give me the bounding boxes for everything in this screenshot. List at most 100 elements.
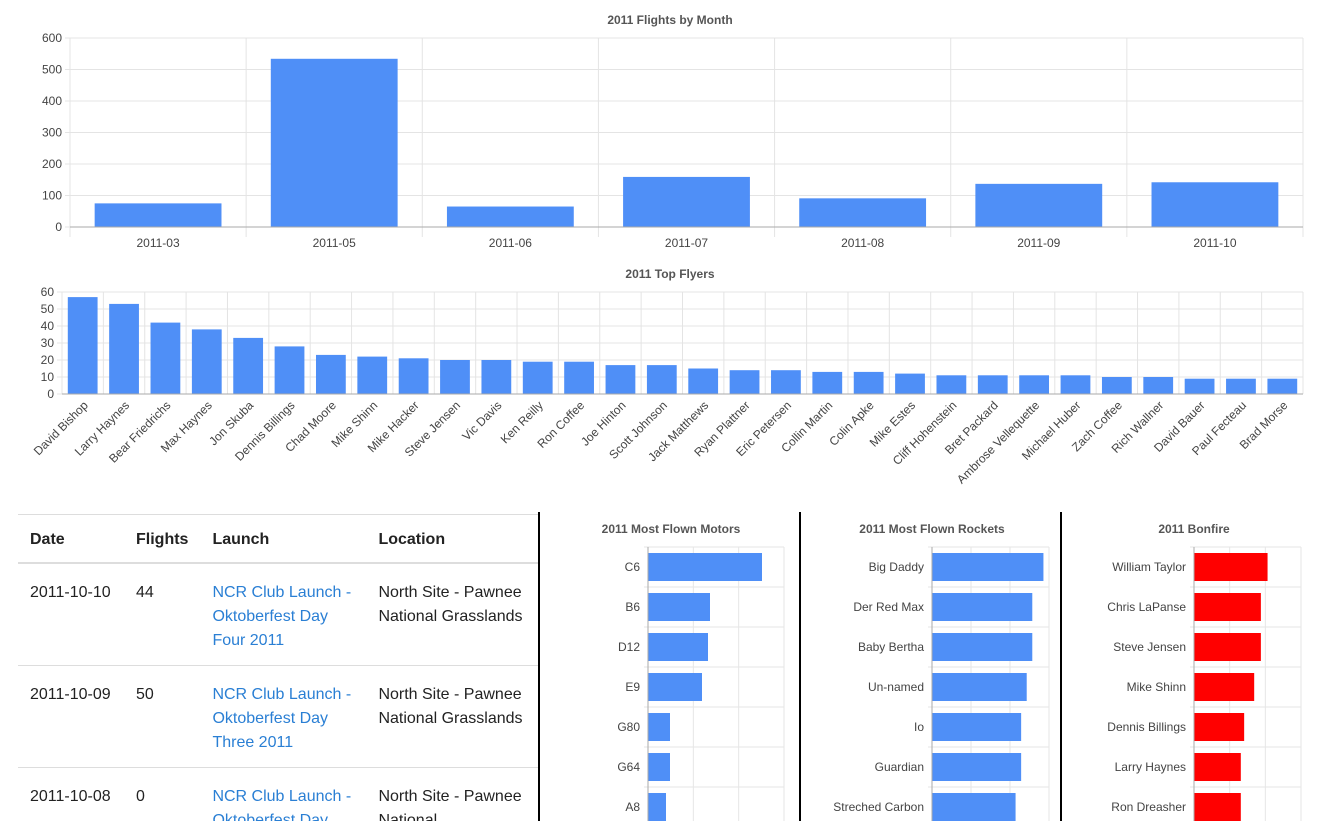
- bar: [1184, 378, 1215, 394]
- y-tick-label: Ron Dreasher: [1111, 800, 1186, 814]
- bar: [109, 303, 139, 394]
- bar: [1151, 182, 1279, 227]
- bar: [191, 329, 222, 394]
- bar: [481, 360, 512, 394]
- bar: [1194, 593, 1261, 621]
- column-divider: [1060, 512, 1062, 821]
- bar: [1060, 375, 1091, 394]
- cell-launch: NCR Club Launch - Oktoberfest Day Three …: [200, 665, 367, 768]
- bar: [1194, 753, 1241, 781]
- bar: [932, 593, 1033, 621]
- bar: [648, 713, 670, 741]
- cell-flights: 44: [124, 563, 201, 666]
- y-tick-label: Der Red Max: [853, 600, 924, 614]
- y-tick-label: 100: [42, 189, 62, 203]
- y-tick-label: 600: [42, 31, 62, 45]
- bar: [648, 593, 710, 621]
- column-divider: [538, 512, 540, 821]
- chart-title: 2011 Most Flown Motors: [602, 522, 741, 536]
- bar: [150, 322, 181, 394]
- bar: [648, 673, 702, 701]
- most-flown-motors-chart: 2011 Most Flown Motors C6 B6 D12 E9 G80 G64 A8: [602, 522, 785, 821]
- y-tick-label: 50: [41, 302, 55, 316]
- bar: [233, 337, 264, 394]
- table-header-row: Date Flights Launch Location: [18, 514, 538, 564]
- cell-launch: NCR Club Launch - Oktoberfest Day Four 2…: [200, 563, 367, 666]
- y-tick-label: C6: [625, 560, 641, 574]
- flights-by-month-chart: 2011 Flights by Month 0 100 200 300 400 500 600…: [42, 13, 1304, 250]
- y-tick-label: 60: [41, 285, 55, 299]
- bar: [564, 361, 594, 394]
- header-launch: Launch: [200, 514, 367, 564]
- y-tick-label: 40: [41, 319, 55, 333]
- y-tick-label: 20: [41, 353, 55, 367]
- y-tick-label: Steve Jensen: [1113, 640, 1186, 654]
- bar: [771, 370, 801, 394]
- launch-link[interactable]: NCR Club Launch - Oktoberfest Day Four 2…: [212, 584, 352, 649]
- bar: [688, 368, 719, 394]
- y-tick-label: 300: [42, 126, 62, 140]
- bar: [648, 753, 670, 781]
- y-tick-label: G80: [617, 720, 640, 734]
- y-tick-label: E9: [625, 680, 640, 694]
- y-tick-label: G64: [617, 760, 640, 774]
- bar: [812, 371, 843, 394]
- bar: [94, 203, 222, 227]
- y-tick-label: Baby Bertha: [858, 640, 924, 654]
- cell-date: 2011-10-09: [18, 665, 124, 768]
- x-tick-label: 2011-07: [665, 236, 708, 250]
- bar: [648, 633, 708, 661]
- y-tick-label: Larry Haynes: [1115, 760, 1186, 774]
- y-tick-label: Chris LaPanse: [1107, 600, 1186, 614]
- chart-title: 2011 Flights by Month: [607, 13, 732, 27]
- bar: [1226, 378, 1256, 394]
- cell-flights: 50: [124, 665, 201, 768]
- bar: [398, 358, 429, 394]
- bar: [623, 176, 750, 227]
- y-tick-label: D12: [618, 640, 640, 654]
- launch-table: Date Flights Launch Location 2011-10-10 …: [18, 514, 538, 821]
- y-tick-label: B6: [625, 600, 640, 614]
- y-tick-label: Streched Carbon: [833, 800, 924, 814]
- bar: [1194, 553, 1268, 581]
- bar: [315, 354, 346, 394]
- chart-title: 2011 Top Flyers: [625, 267, 714, 281]
- cell-date: 2011-10-08: [18, 767, 124, 821]
- cell-location: North Site - Pawnee National: [366, 767, 538, 821]
- bar: [932, 553, 1044, 581]
- bar: [1194, 713, 1245, 741]
- chart-title: 2011 Most Flown Rockets: [859, 522, 1005, 536]
- bar: [648, 793, 666, 821]
- bar: [1019, 375, 1050, 394]
- bar: [1101, 377, 1132, 394]
- cell-date: 2011-10-10: [18, 563, 124, 666]
- launch-link[interactable]: NCR Club Launch - Oktoberfest Day Three …: [212, 686, 352, 751]
- bar: [932, 673, 1027, 701]
- y-tick-label: Mike Shinn: [1127, 680, 1186, 694]
- bar: [605, 365, 636, 394]
- bar: [270, 58, 398, 227]
- y-tick-label: 500: [42, 63, 62, 77]
- y-tick-label: Big Daddy: [869, 560, 924, 574]
- y-tick-label: 0: [47, 387, 54, 401]
- bar: [932, 713, 1022, 741]
- bar: [729, 370, 760, 394]
- x-tick-label: 2011-10: [1193, 236, 1236, 250]
- y-tick-label: 30: [41, 336, 55, 350]
- y-tick-label: William Taylor: [1112, 560, 1186, 574]
- y-tick-label: Io: [914, 720, 924, 734]
- bar: [932, 793, 1016, 821]
- x-tick-label: 2011-05: [313, 236, 356, 250]
- header-flights: Flights: [124, 514, 201, 564]
- y-tick-label: A8: [625, 800, 640, 814]
- bar: [932, 633, 1033, 661]
- bar: [799, 198, 927, 227]
- launch-link[interactable]: NCR Club Launch - Oktoberfest Day: [212, 788, 352, 821]
- bar: [932, 753, 1022, 781]
- x-tick-label: 2011-03: [136, 236, 179, 250]
- y-tick-label: Guardian: [875, 760, 924, 774]
- bar: [895, 373, 925, 394]
- bar: [1143, 377, 1174, 394]
- table-row: 2011-10-08 0 NCR Club Launch - Oktoberfe…: [18, 767, 538, 821]
- bar: [977, 375, 1008, 394]
